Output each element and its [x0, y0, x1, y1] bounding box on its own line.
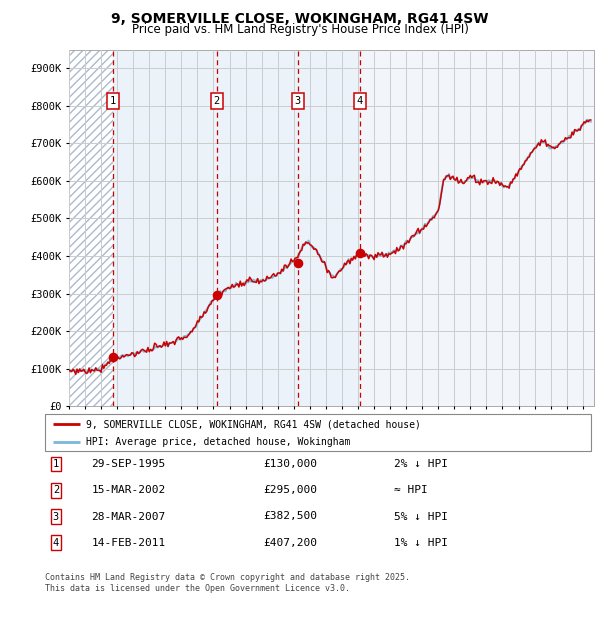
- Text: HPI: Average price, detached house, Wokingham: HPI: Average price, detached house, Woki…: [86, 437, 350, 447]
- Text: 1: 1: [53, 459, 59, 469]
- Text: 3: 3: [53, 512, 59, 521]
- Text: £130,000: £130,000: [263, 459, 317, 469]
- Text: 5% ↓ HPI: 5% ↓ HPI: [394, 512, 448, 521]
- Text: 4: 4: [357, 96, 363, 106]
- Bar: [113, 50, 217, 406]
- FancyBboxPatch shape: [45, 414, 591, 451]
- Point: [109, 352, 118, 362]
- Text: 29-SEP-1995: 29-SEP-1995: [91, 459, 166, 469]
- Text: 9, SOMERVILLE CLOSE, WOKINGHAM, RG41 4SW (detached house): 9, SOMERVILLE CLOSE, WOKINGHAM, RG41 4SW…: [86, 419, 421, 429]
- Bar: [360, 50, 594, 406]
- Bar: [298, 50, 360, 406]
- Text: £295,000: £295,000: [263, 485, 317, 495]
- Text: 1% ↓ HPI: 1% ↓ HPI: [394, 538, 448, 547]
- Text: 3: 3: [295, 96, 301, 106]
- Text: £382,500: £382,500: [263, 512, 317, 521]
- Text: 2: 2: [214, 96, 220, 106]
- Point: [212, 290, 221, 300]
- Point: [293, 257, 302, 267]
- Text: 28-MAR-2007: 28-MAR-2007: [91, 512, 166, 521]
- Text: 14-FEB-2011: 14-FEB-2011: [91, 538, 166, 547]
- Text: 2% ↓ HPI: 2% ↓ HPI: [394, 459, 448, 469]
- Text: Price paid vs. HM Land Registry's House Price Index (HPI): Price paid vs. HM Land Registry's House …: [131, 23, 469, 36]
- Text: 2: 2: [53, 485, 59, 495]
- Bar: [217, 50, 298, 406]
- Text: 1: 1: [110, 96, 116, 106]
- Text: 9, SOMERVILLE CLOSE, WOKINGHAM, RG41 4SW: 9, SOMERVILLE CLOSE, WOKINGHAM, RG41 4SW: [111, 12, 489, 27]
- Text: ≈ HPI: ≈ HPI: [394, 485, 428, 495]
- Text: £407,200: £407,200: [263, 538, 317, 547]
- Text: Contains HM Land Registry data © Crown copyright and database right 2025.
This d: Contains HM Land Registry data © Crown c…: [45, 574, 410, 593]
- Bar: [69, 50, 113, 406]
- Text: 15-MAR-2002: 15-MAR-2002: [91, 485, 166, 495]
- Point: [355, 249, 365, 259]
- Text: 4: 4: [53, 538, 59, 547]
